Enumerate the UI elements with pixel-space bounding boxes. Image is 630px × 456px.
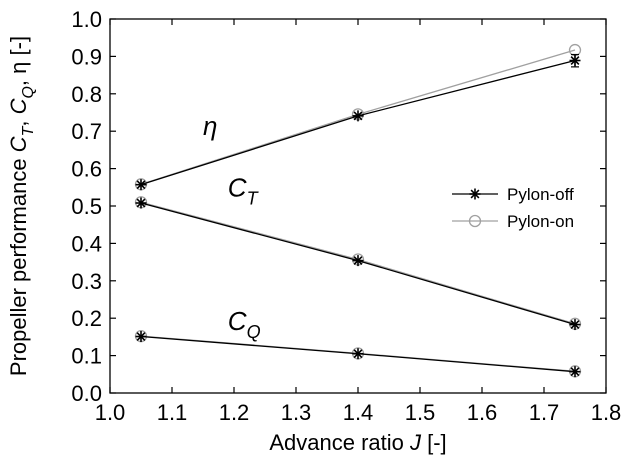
y-tick-label: 1.0 (71, 7, 102, 32)
x-tick-label: 1.5 (405, 400, 436, 425)
y-tick-label: 0.8 (71, 82, 102, 107)
plot-frame (109, 18, 607, 394)
y-tick-label: 0.7 (71, 119, 102, 144)
legend-label-pylon-off: Pylon-off (507, 185, 574, 204)
y-tick-label: 0.2 (71, 306, 102, 331)
y-tick-label: 0.0 (71, 381, 102, 406)
point-pylon-off-ct (569, 319, 581, 331)
legend-label-pylon-on: Pylon-on (507, 212, 574, 231)
error-bar-pylon-off (571, 53, 579, 68)
point-pylon-off-cq (135, 331, 147, 343)
legend-asterisk (469, 188, 481, 200)
y-tick-label: 0.5 (71, 194, 102, 219)
point-pylon-off-eta (135, 179, 147, 191)
annotation-ct: CT (228, 173, 260, 209)
x-tick-label: 1.4 (343, 400, 374, 425)
x-tick-label: 1.3 (281, 400, 312, 425)
annotations: η CT CQ (203, 111, 261, 342)
point-pylon-off-ct (352, 255, 364, 267)
annotation-eta: η (203, 111, 217, 141)
x-tick-label: 1.1 (157, 400, 188, 425)
x-tick-label: 1.8 (591, 400, 622, 425)
x-tick-label: 1.2 (219, 400, 250, 425)
x-tick-label: 1.0 (95, 400, 126, 425)
y-tick-label: 0.3 (71, 269, 102, 294)
legend: Pylon-off Pylon-on (452, 185, 574, 231)
axis-ticks: 1.0 1.1 1.2 1.3 1.4 1.5 1.6 1.7 1.8 0.0 0.1 0.2 0.3 0… (71, 7, 621, 425)
y-axis-label: Propeller performance CT, CQ, η [-] (6, 36, 37, 376)
legend-marker-pylon-off (469, 188, 481, 200)
series-layer (134, 43, 582, 378)
x-tick-label: 1.7 (529, 400, 560, 425)
y-tick-label: 0.6 (71, 157, 102, 182)
point-pylon-off-ct (135, 197, 147, 209)
y-tick-label: 0.4 (71, 231, 102, 256)
y-tick-label: 0.9 (71, 44, 102, 69)
annotation-cq: CQ (228, 306, 261, 342)
legend-marker-pylon-on (468, 214, 482, 228)
point-pylon-off-eta (352, 110, 364, 122)
point-pylon-off-cq (569, 366, 581, 378)
x-axis-label: Advance ratio J [-] (269, 430, 446, 455)
y-tick-label: 0.1 (71, 344, 102, 369)
x-tick-label: 1.6 (467, 400, 498, 425)
point-pylon-off-cq (352, 348, 364, 360)
